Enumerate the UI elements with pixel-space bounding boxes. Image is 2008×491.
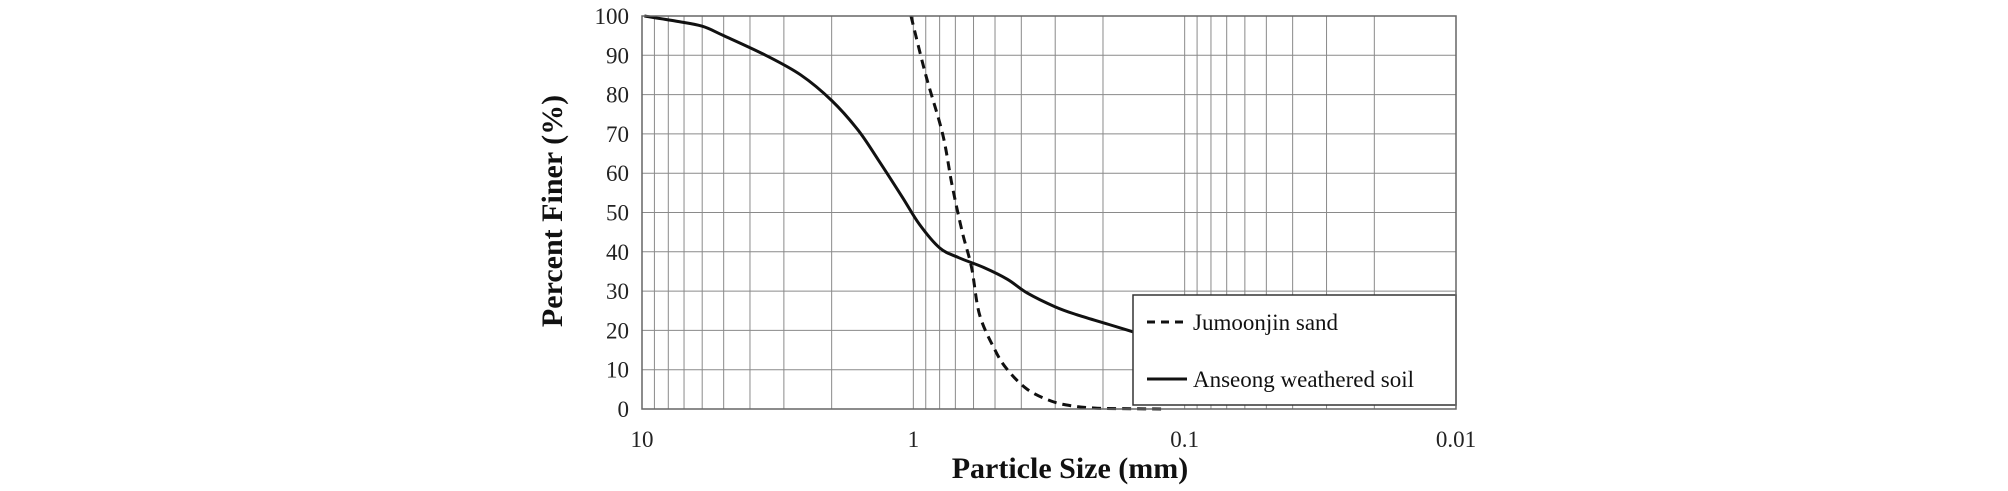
legend-label-jumoonjin: Jumoonjin sand xyxy=(1193,310,1339,335)
x-tick-label: 0.01 xyxy=(1436,427,1476,452)
series-lines xyxy=(644,14,1164,411)
y-tick-label: 100 xyxy=(595,4,630,29)
y-tick-label: 50 xyxy=(606,201,629,226)
x-tick-labels: 10 1 0.1 0.01 xyxy=(631,427,1477,452)
x-tick-label: 0.1 xyxy=(1170,427,1199,452)
y-tick-label: 0 xyxy=(618,397,630,422)
y-tick-label: 10 xyxy=(606,358,629,383)
series-line-anseong-weathered-soil xyxy=(644,14,1155,340)
series-line-jumoonjin-sand xyxy=(909,15,1164,411)
y-tick-label: 90 xyxy=(606,43,629,68)
legend-box xyxy=(1132,294,1457,406)
x-axis-title: Particle Size (mm) xyxy=(952,452,1189,485)
y-tick-label: 70 xyxy=(606,122,629,147)
y-tick-labels: 0 10 20 30 40 50 60 70 80 90 100 xyxy=(595,4,630,422)
plot-frame xyxy=(641,15,1457,410)
legend: Jumoonjin sand Anseong weathered soil xyxy=(1132,294,1457,406)
y-tick-label: 20 xyxy=(606,318,629,343)
y-tick-label: 30 xyxy=(606,279,629,304)
y-tick-label: 80 xyxy=(606,83,629,108)
x-tick-label: 1 xyxy=(908,427,920,452)
legend-label-anseong: Anseong weathered soil xyxy=(1193,367,1414,392)
y-axis-title: Percent Finer (%) xyxy=(536,95,569,327)
y-tick-label: 60 xyxy=(606,161,629,186)
x-tick-label: 10 xyxy=(631,427,654,452)
y-tick-label: 40 xyxy=(606,240,629,265)
